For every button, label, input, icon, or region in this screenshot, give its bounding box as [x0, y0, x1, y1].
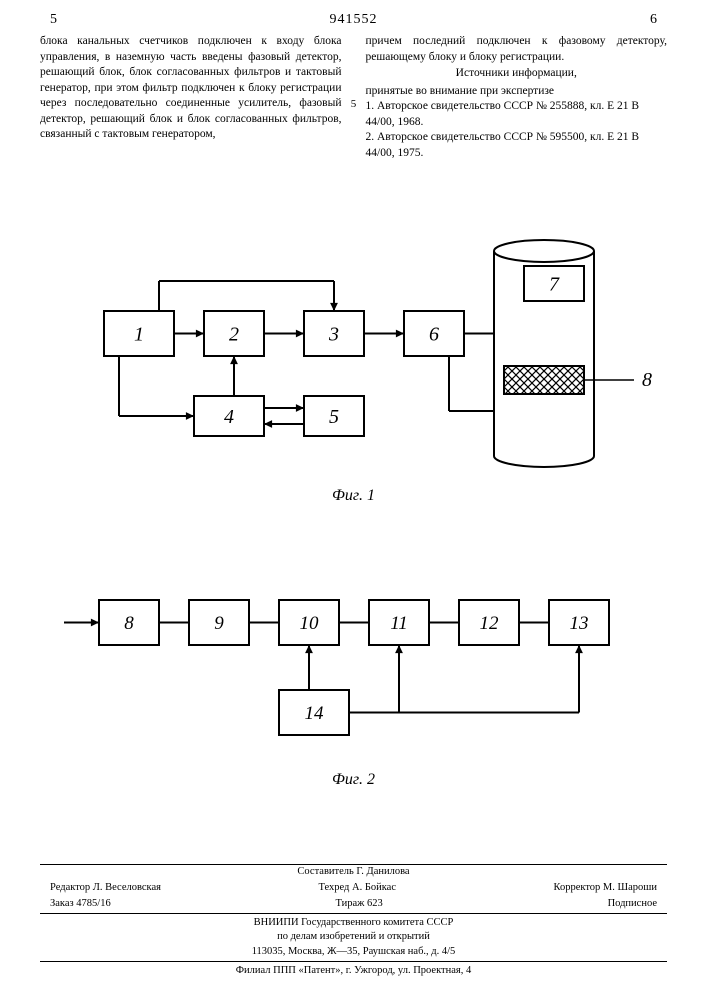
patent-number: 941552 [330, 12, 378, 28]
right-paragraph: причем последний подключен к фазовому де… [366, 34, 668, 65]
svg-text:1: 1 [134, 324, 144, 346]
footer-composer: Составитель Г. Данилова [40, 865, 667, 879]
svg-text:3: 3 [328, 324, 339, 346]
references-title-1: Источники информации, [366, 66, 668, 82]
footer-org2: по делам изобретений и открытий [40, 930, 667, 944]
svg-text:11: 11 [390, 613, 408, 634]
svg-text:12: 12 [479, 613, 499, 634]
figure-2-label: Фиг. 2 [0, 771, 707, 789]
references-title-2: принятые во внимание при экспертизе [366, 84, 668, 100]
left-column: блока канальных счетчиков подключен к вх… [40, 34, 342, 161]
footer-subscription: Подписное [608, 897, 657, 911]
right-column: причем последний подключен к фазовому де… [366, 34, 668, 161]
footer-editor: Редактор Л. Веселовская [50, 881, 161, 895]
left-paragraph: блока канальных счетчиков подключен к вх… [40, 34, 342, 143]
figure-1-container: 8 1 2 3 6 4 5 7 Фиг. 1 [0, 231, 707, 505]
svg-text:8: 8 [642, 369, 652, 391]
figure-1-label: Фиг. 1 [0, 487, 707, 505]
svg-text:10: 10 [299, 613, 319, 634]
svg-text:7: 7 [549, 274, 560, 296]
svg-text:13: 13 [569, 613, 588, 634]
line-number-marker: 5 [351, 98, 357, 110]
footer-block: Составитель Г. Данилова Редактор Л. Весе… [40, 864, 667, 978]
figure-1-diagram: 8 1 2 3 6 4 5 7 [44, 231, 664, 476]
page-header: 5 941552 6 [0, 0, 707, 28]
reference-2: 2. Авторское свидетельство СССР № 595500… [366, 130, 668, 161]
reference-1: 1. Авторское свидетельство СССР № 255888… [366, 99, 668, 130]
svg-text:2: 2 [229, 324, 239, 346]
footer-corrector: Корректор М. Шароши [554, 881, 657, 895]
svg-text:8: 8 [124, 613, 134, 634]
page-num-right: 6 [650, 12, 657, 28]
text-columns: блока канальных счетчиков подключен к вх… [0, 28, 707, 161]
figure-2-diagram: 8 9 10 11 12 13 14 [44, 560, 664, 760]
page-num-left: 5 [50, 12, 57, 28]
footer-order: Заказ 4785/16 [50, 897, 111, 911]
footer-tirage: Тираж 623 [335, 897, 382, 911]
footer-addr2: Филиал ППП «Патент», г. Ужгород, ул. Про… [40, 964, 667, 978]
footer-org1: ВНИИПИ Государственного комитета СССР [40, 916, 667, 930]
footer-tech: Техред А. Бойкас [318, 881, 396, 895]
svg-text:4: 4 [224, 406, 234, 428]
svg-text:6: 6 [429, 324, 439, 346]
svg-text:14: 14 [304, 703, 324, 724]
footer-addr1: 113035, Москва, Ж—35, Раушская наб., д. … [40, 945, 667, 959]
svg-text:5: 5 [329, 406, 339, 428]
figure-2-container: 8 9 10 11 12 13 14 Фиг. 2 [0, 560, 707, 789]
svg-text:9: 9 [214, 613, 224, 634]
